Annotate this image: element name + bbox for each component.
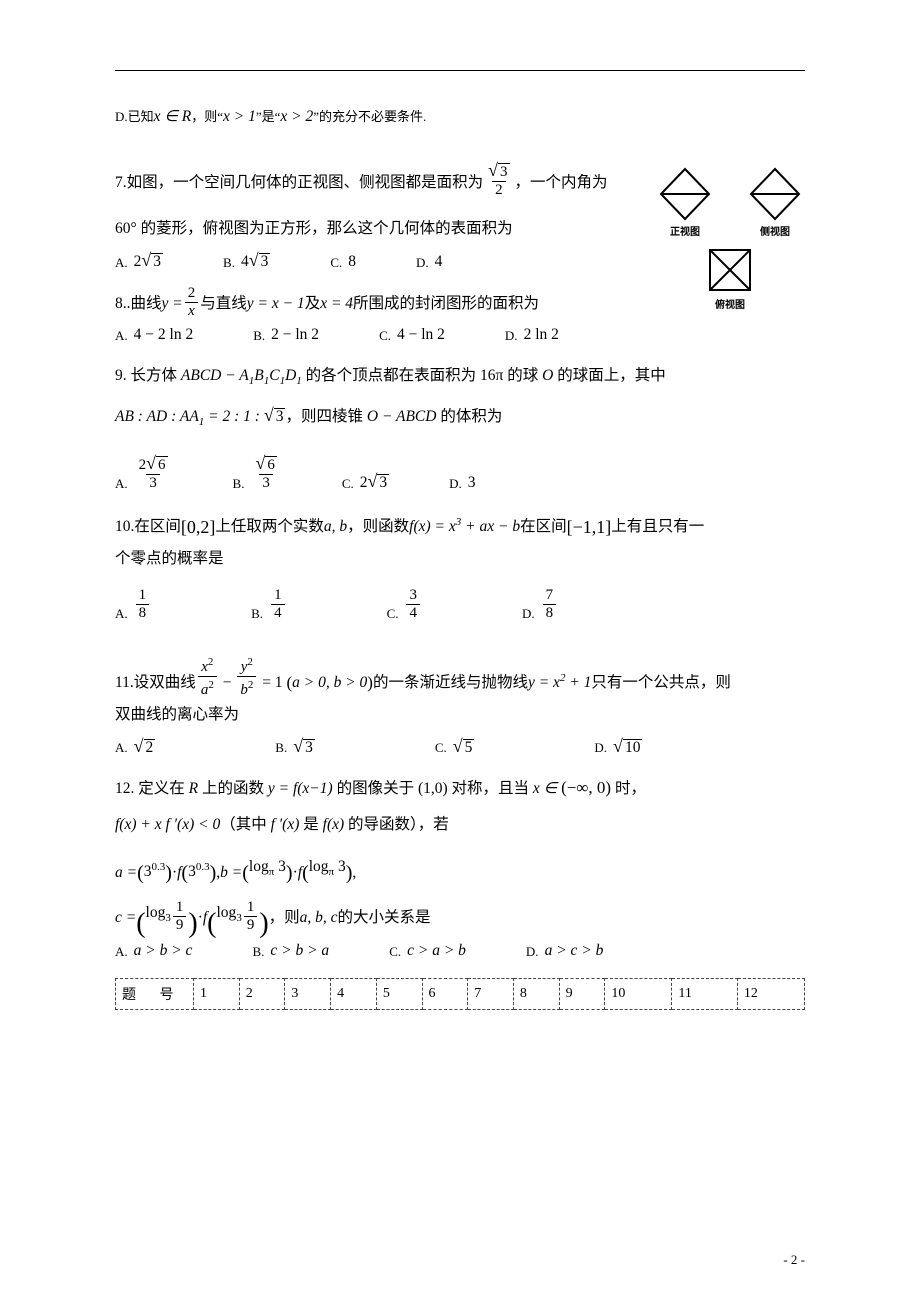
side-view-icon <box>745 165 805 223</box>
table-col: 6 <box>422 978 468 1009</box>
q9-stem: 9. 长方体 ABCD − A1B1C1D1 的各个顶点都在表面积为 16π 的… <box>115 358 805 440</box>
q7-line1: 7.如图，一个空间几何体的正视图、侧视图都是面积为 √32 ，一个内角为 <box>115 161 615 199</box>
q12-c-def: c = (log3 19)·f(log3 19) ，则 a, b, c 的大小关… <box>115 897 805 934</box>
table-header: 题 号 <box>116 978 194 1009</box>
table-col: 10 <box>605 978 672 1009</box>
table-col: 4 <box>331 978 377 1009</box>
q11-line1: 11.设双曲线 x2a2 − y2b2 = 1 (a > 0, b > 0) 的… <box>115 654 805 699</box>
q12-line2: f(x) + x f ′(x) < 0（其中 f ′(x) 是 f(x) 的导函… <box>115 807 805 843</box>
table-col: 8 <box>513 978 559 1009</box>
table-col: 7 <box>468 978 514 1009</box>
q12-ab-def: a = (30.3)·f(30.3), b = (logπ 3)·f(logπ … <box>115 851 805 888</box>
table-col: 3 <box>285 978 331 1009</box>
q7-figure: 正视图 侧视图 俯视图 <box>655 165 805 311</box>
q6-option-d: D.已知 x ∈ R ，则“ x > 1 ”是“ x > 2 ”的充分不必要条件… <box>115 101 805 133</box>
q10-line2: 个零点的概率是 <box>115 543 805 575</box>
top-view-icon <box>704 244 756 296</box>
page-number: - 2 - <box>783 1252 805 1268</box>
table-col: 12 <box>737 978 804 1009</box>
header-rule <box>115 70 805 71</box>
table-col: 2 <box>239 978 285 1009</box>
front-view-icon <box>655 165 715 223</box>
q12-options: A.a > b > c B.c > b > a C.c > a > b D.a … <box>115 942 805 960</box>
answer-table: 题 号 1 2 3 4 5 6 7 8 9 10 11 12 <box>115 978 805 1010</box>
table-col: 5 <box>376 978 422 1009</box>
q11-line2: 双曲线的离心率为 <box>115 699 805 731</box>
q9-options: A.2√63 B.√63 C.2√3 D.3 <box>115 454 805 492</box>
table-col: 1 <box>194 978 240 1009</box>
table-col: 9 <box>559 978 605 1009</box>
q11-options: A.√2 B.√3 C.√5 D.√10 <box>115 737 805 756</box>
q10-line1: 10.在区间 [0,2] 上任取两个实数 a, b，则函数 f(x) = x3 … <box>115 506 805 543</box>
q10-options: A.18 B.14 C.34 D.78 <box>115 587 805 622</box>
table-col: 11 <box>672 978 737 1009</box>
q8-options: A.4 − 2 ln 2 B.2 − ln 2 C.4 − ln 2 D.2 l… <box>115 326 805 344</box>
q12-line1: 12. 定义在 R 上的函数 y = f(x−1) 的图像关于 (1,0) 对称… <box>115 770 805 807</box>
